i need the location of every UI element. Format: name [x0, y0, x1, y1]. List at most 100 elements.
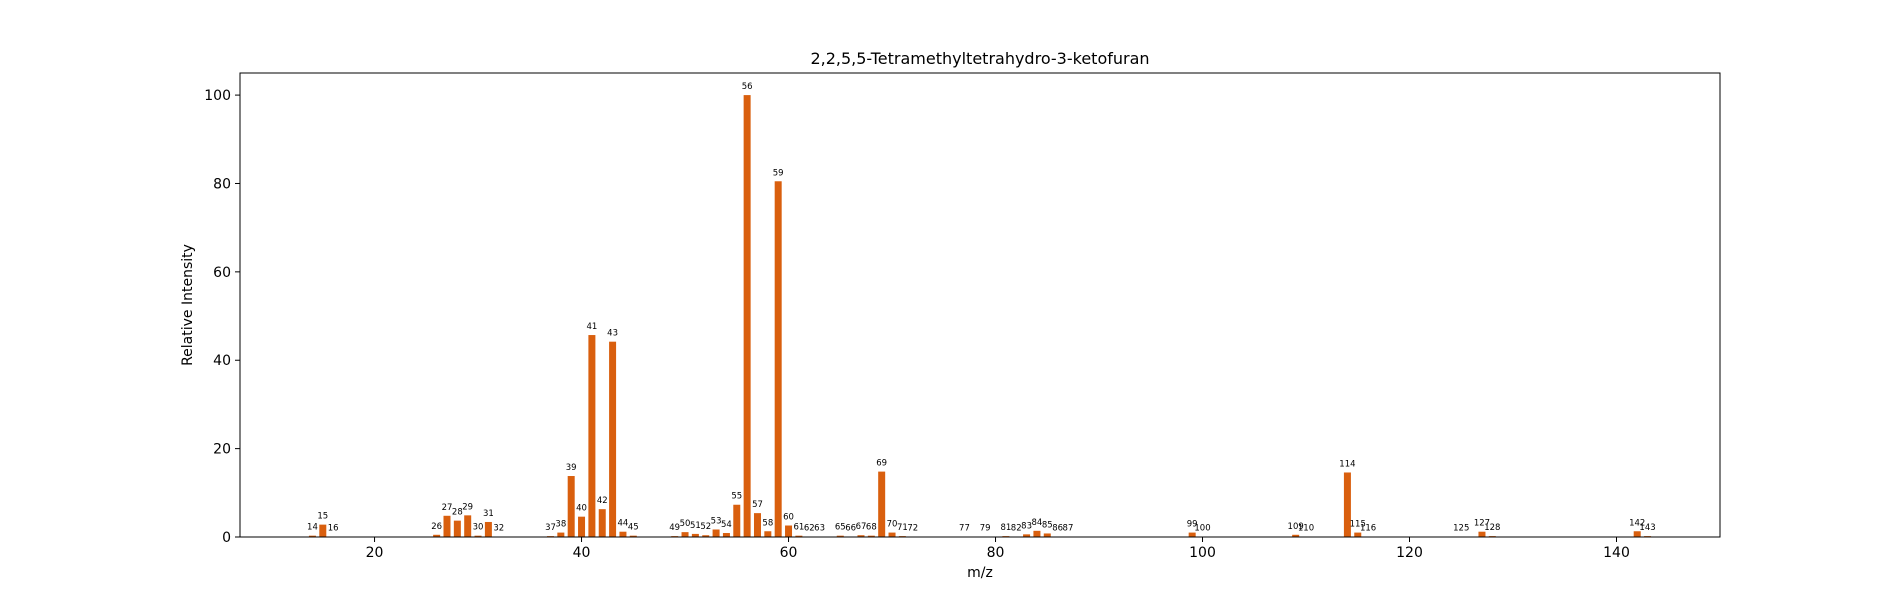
peak-label: 79	[980, 524, 991, 534]
peak-label: 49	[669, 523, 680, 533]
peak-label: 37	[545, 523, 556, 533]
chart-title: 2,2,5,5-Tetramethyltetrahydro-3-ketofura…	[810, 49, 1149, 68]
x-tick-label: 80	[987, 545, 1005, 561]
spectrum-bar	[681, 532, 689, 537]
peak-label: 38	[555, 520, 566, 530]
peak-label: 100	[1194, 524, 1210, 534]
spectrum-bar	[464, 515, 472, 537]
spectrum-bar	[733, 504, 741, 537]
peak-label: 128	[1484, 523, 1500, 533]
peak-label: 71	[897, 523, 908, 533]
x-axis-label: m/z	[967, 565, 993, 581]
peak-label: 55	[731, 492, 742, 502]
peak-label: 27	[442, 503, 453, 513]
peak-label: 77	[959, 524, 970, 534]
peak-label: 116	[1360, 524, 1376, 534]
peak-label: 14	[307, 523, 318, 533]
peak-label: 99	[1187, 520, 1198, 530]
x-tick-label: 100	[1189, 545, 1216, 561]
peak-label: 42	[597, 496, 608, 506]
spectrum-bar	[1188, 532, 1196, 537]
spectrum-bar	[588, 335, 596, 537]
x-tick-label: 20	[366, 545, 384, 561]
peak-label: 69	[876, 459, 887, 469]
peak-label: 62	[804, 524, 815, 534]
peak-label: 58	[762, 518, 773, 528]
peak-label: 87	[1063, 524, 1074, 534]
peak-label: 70	[887, 520, 898, 530]
peak-label: 61	[793, 523, 804, 533]
x-tick-label: 60	[780, 545, 798, 561]
peak-label: 60	[783, 513, 794, 523]
spectrum-bar	[474, 535, 482, 537]
y-tick-label: 0	[222, 530, 231, 546]
spectrum-bar	[319, 524, 327, 537]
spectrum-bar	[722, 533, 730, 537]
peak-label: 39	[566, 463, 577, 473]
peak-label: 68	[866, 523, 877, 533]
spectrum-bar	[702, 535, 710, 537]
peak-label: 114	[1339, 459, 1355, 469]
spectrum-bar	[1043, 533, 1051, 537]
spectrum-bar	[1633, 531, 1641, 537]
peak-label: 15	[317, 512, 328, 522]
peak-label: 44	[618, 519, 629, 529]
x-tick-label: 120	[1396, 545, 1423, 561]
spectrum-bar	[764, 531, 772, 537]
peak-label: 53	[711, 516, 722, 526]
peak-label: 143	[1639, 523, 1655, 533]
peak-label: 109	[1288, 522, 1304, 532]
peak-label: 115	[1350, 520, 1366, 530]
peak-label: 28	[452, 508, 463, 518]
peak-label: 72	[907, 524, 918, 534]
peak-label: 50	[680, 519, 691, 529]
peak-label: 110	[1298, 524, 1314, 534]
y-axis-label: Relative Intensity	[180, 244, 196, 366]
spectrum-bar	[878, 471, 886, 537]
spectrum-bar	[888, 532, 896, 537]
spectrum-bar	[867, 535, 875, 537]
peak-label: 125	[1453, 524, 1469, 534]
spectrum-bar	[433, 534, 441, 537]
spectrum-bar	[857, 535, 865, 537]
peak-label: 67	[856, 522, 867, 532]
peak-label: 31	[483, 509, 494, 519]
plot-frame	[239, 72, 1721, 538]
spectrum-bar	[1343, 472, 1351, 537]
spectrum-bar	[743, 95, 751, 537]
spectrum-bar	[557, 532, 565, 537]
y-axis-ticks: 0 20 40 60 80 100	[204, 88, 240, 546]
spectrum-bar	[712, 529, 720, 537]
spectrum-bar	[691, 533, 699, 537]
peak-label: 59	[773, 168, 784, 178]
peak-label: 43	[607, 329, 618, 339]
y-tick-label: 80	[213, 176, 231, 192]
peak-label: 85	[1042, 520, 1053, 530]
peak-label: 81	[1000, 523, 1011, 533]
peak-label: 65	[835, 523, 846, 533]
peak-label: 16	[328, 524, 339, 534]
peak-label: 45	[628, 523, 639, 533]
spectrum-bar	[619, 531, 627, 537]
spectrum-bar	[484, 521, 492, 537]
peak-label: 56	[742, 82, 753, 92]
y-tick-label: 100	[204, 88, 231, 104]
x-tick-label: 140	[1603, 545, 1630, 561]
peak-label: 84	[1032, 518, 1043, 528]
spectrum-bar	[567, 476, 575, 537]
peak-label: 26	[431, 522, 442, 532]
spectrum-bar	[1292, 534, 1300, 537]
peak-label: 82	[1011, 524, 1022, 534]
peak-label: 127	[1474, 519, 1490, 529]
spectrum-bar	[308, 535, 316, 537]
peak-label: 63	[814, 524, 825, 534]
bars-group	[308, 95, 1652, 537]
spectrum-bar	[1033, 530, 1041, 537]
spectrum-bar	[578, 516, 586, 537]
y-tick-label: 20	[213, 442, 231, 458]
spectrum-bar	[753, 513, 761, 537]
spectrum-bar	[443, 515, 451, 537]
spectrum-bar	[1023, 534, 1031, 537]
